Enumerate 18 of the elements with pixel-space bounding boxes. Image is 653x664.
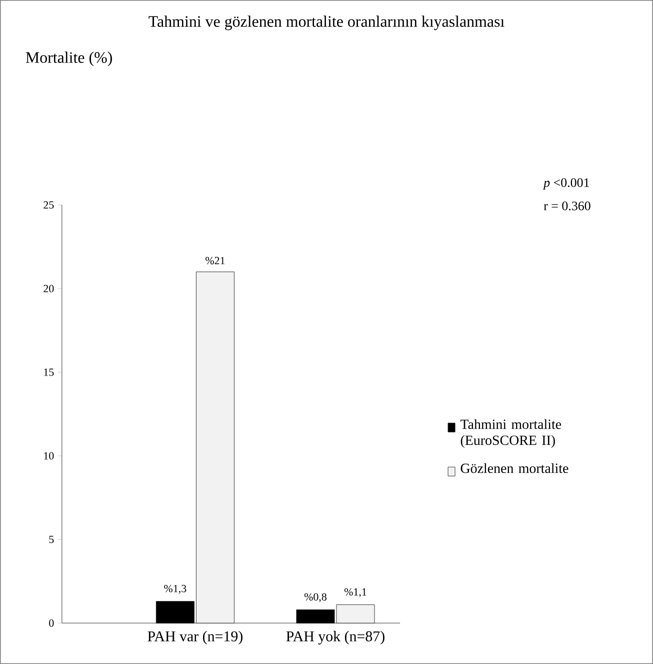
x-tick-label: PAH var (n=19) [148,630,242,644]
y-tick-label: 20 [44,284,54,292]
legend-label: Gözlenen mortalite [460,463,568,474]
data-label: %1,1 [344,588,366,598]
text: r = 0.360 [544,202,590,210]
y-tick-label: 15 [44,368,54,376]
data-label: %0,8 [304,593,326,602]
data-label: %21 [206,256,225,264]
legend-label: Tahmini mortalite (EuroSCORE II) [460,419,562,448]
chart-title: Tahmini ve gözlenen mortalite oranlarının kıyaslanması [148,16,504,30]
y-tick-label: 10 [44,452,54,460]
data-label: %1,3 [164,584,186,594]
y-tick-label: 25 [44,201,54,209]
y-tick-label: 5 [49,536,54,544]
text: Mortalite (%) [26,52,112,66]
x-tick-label: PAH yok (n=87) [286,630,384,644]
text: p <0.001 [542,178,589,190]
y-tick-label: 0 [49,619,54,627]
